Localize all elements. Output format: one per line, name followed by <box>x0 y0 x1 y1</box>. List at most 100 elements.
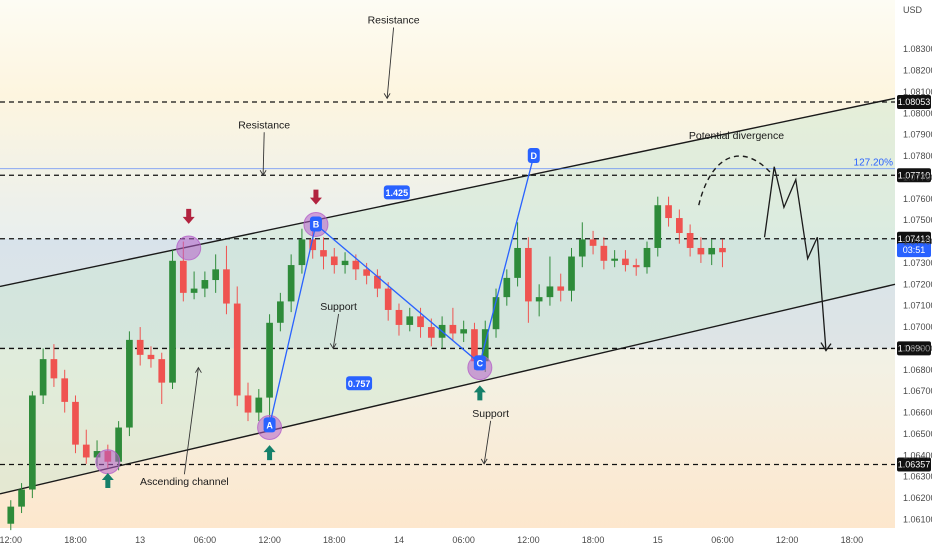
annotation-pointer <box>262 132 265 176</box>
candle-body <box>697 247 705 255</box>
candle-body <box>719 247 726 253</box>
candle-body <box>158 359 166 383</box>
candle-body <box>72 401 79 445</box>
candle-body <box>126 339 133 428</box>
candle-body <box>589 239 597 246</box>
candle-body <box>708 247 716 255</box>
time-tick-label: 06:00 <box>194 535 217 545</box>
price-tick-label: 1.07600 <box>903 194 932 204</box>
time-tick-label: 18:00 <box>582 535 605 545</box>
candle-body <box>525 247 532 302</box>
fib-extension-label: 127.20% <box>854 158 894 169</box>
time-tick-label: 14 <box>394 535 404 545</box>
channel-lower-line <box>0 283 896 495</box>
candle-body <box>665 205 672 219</box>
time-tick-label: 18:00 <box>323 535 346 545</box>
ratio-badge <box>346 376 373 391</box>
annotation-label: Support <box>320 301 357 313</box>
candle-body <box>352 260 360 270</box>
candle-body <box>212 269 220 281</box>
ratio-label: 0.757 <box>348 379 371 389</box>
annotation-label: Support <box>472 408 509 420</box>
current-price-badge <box>897 243 931 258</box>
candle-body <box>29 395 36 490</box>
price-tick-label: 1.06200 <box>903 493 932 503</box>
candle-body <box>632 265 640 268</box>
abcd-point-badge <box>263 417 276 433</box>
candle-body <box>298 239 306 266</box>
candle-body <box>255 397 263 413</box>
projection-path <box>763 166 827 351</box>
price-tick-label: 1.07500 <box>903 215 932 225</box>
level-label-box <box>897 231 931 246</box>
candle-body <box>611 258 618 261</box>
candle-body <box>277 301 284 323</box>
level-price-label: 1.07413 <box>898 234 931 244</box>
annotation-pointer-head <box>480 458 488 465</box>
sell-arrow-icon <box>182 208 195 224</box>
projection-arrowhead <box>820 342 832 352</box>
candle-body <box>460 329 468 334</box>
price-tick-label: 1.08100 <box>903 87 932 97</box>
price-tick-label: 1.06700 <box>903 386 932 396</box>
buy-arrow-icon <box>473 385 486 401</box>
candle-body <box>179 260 187 293</box>
abcd-point-label: A <box>266 420 273 430</box>
level-price-label: 1.06900 <box>898 343 931 353</box>
candle-body <box>190 288 198 293</box>
candle-body <box>503 277 511 298</box>
candle-body <box>363 269 370 276</box>
annotation-pointer-head <box>195 366 202 373</box>
candle-body <box>557 286 565 291</box>
candle-body <box>492 297 500 330</box>
level-price-label: 1.07710 <box>898 170 931 180</box>
price-tick-label: 1.07000 <box>903 322 932 332</box>
price-tick-label: 1.07900 <box>903 130 932 140</box>
divergence-arc <box>698 155 772 206</box>
price-tick-label: 1.07200 <box>903 279 932 289</box>
candle-body <box>309 239 317 251</box>
candle-body <box>654 205 662 248</box>
time-tick-label: 12:00 <box>776 535 799 545</box>
candle-body <box>686 233 694 248</box>
candle-body <box>417 316 424 328</box>
annotation-label: Ascending channel <box>140 476 229 488</box>
candle-body <box>93 451 101 458</box>
price-tick-label: 1.06900 <box>903 343 932 353</box>
range-zone <box>0 238 895 349</box>
sell-arrow-icon <box>309 189 322 205</box>
level-label-box <box>897 94 931 109</box>
candle-body <box>330 256 338 266</box>
price-tick-label: 1.08200 <box>903 66 932 76</box>
price-tick-label: 1.08000 <box>903 108 932 118</box>
buy-arrow-icon <box>263 445 276 461</box>
price-tick-label: 1.07700 <box>903 172 932 182</box>
candle-body <box>287 265 295 302</box>
level-label-box <box>897 168 931 183</box>
candle-body <box>50 359 58 379</box>
candle-body <box>643 247 651 268</box>
annotation-label: Resistance <box>238 119 290 131</box>
candle-body <box>61 378 69 402</box>
time-tick-label: 12:00 <box>258 535 281 545</box>
price-tick-label: 1.06400 <box>903 450 932 460</box>
price-tick-label: 1.06100 <box>903 514 932 524</box>
abcd-point-badge <box>527 148 540 164</box>
time-tick-label: 15 <box>653 535 663 545</box>
annotation-pointer <box>332 313 340 349</box>
candle-body <box>147 354 155 360</box>
candle-body <box>18 489 25 507</box>
time-tick-label: 18:00 <box>841 535 864 545</box>
ratio-label: 1.425 <box>386 188 409 198</box>
candle-body <box>374 275 381 289</box>
level-label-box <box>897 457 931 472</box>
price-tick-label: 1.08300 <box>903 44 932 54</box>
pivot-circle <box>176 235 202 261</box>
candle-body <box>82 444 90 458</box>
annotation-label: Resistance <box>368 15 420 27</box>
abcd-point-badge <box>309 216 322 232</box>
candle-body <box>600 245 608 261</box>
candle-body <box>568 256 575 291</box>
price-tick-label: 1.07100 <box>903 301 932 311</box>
